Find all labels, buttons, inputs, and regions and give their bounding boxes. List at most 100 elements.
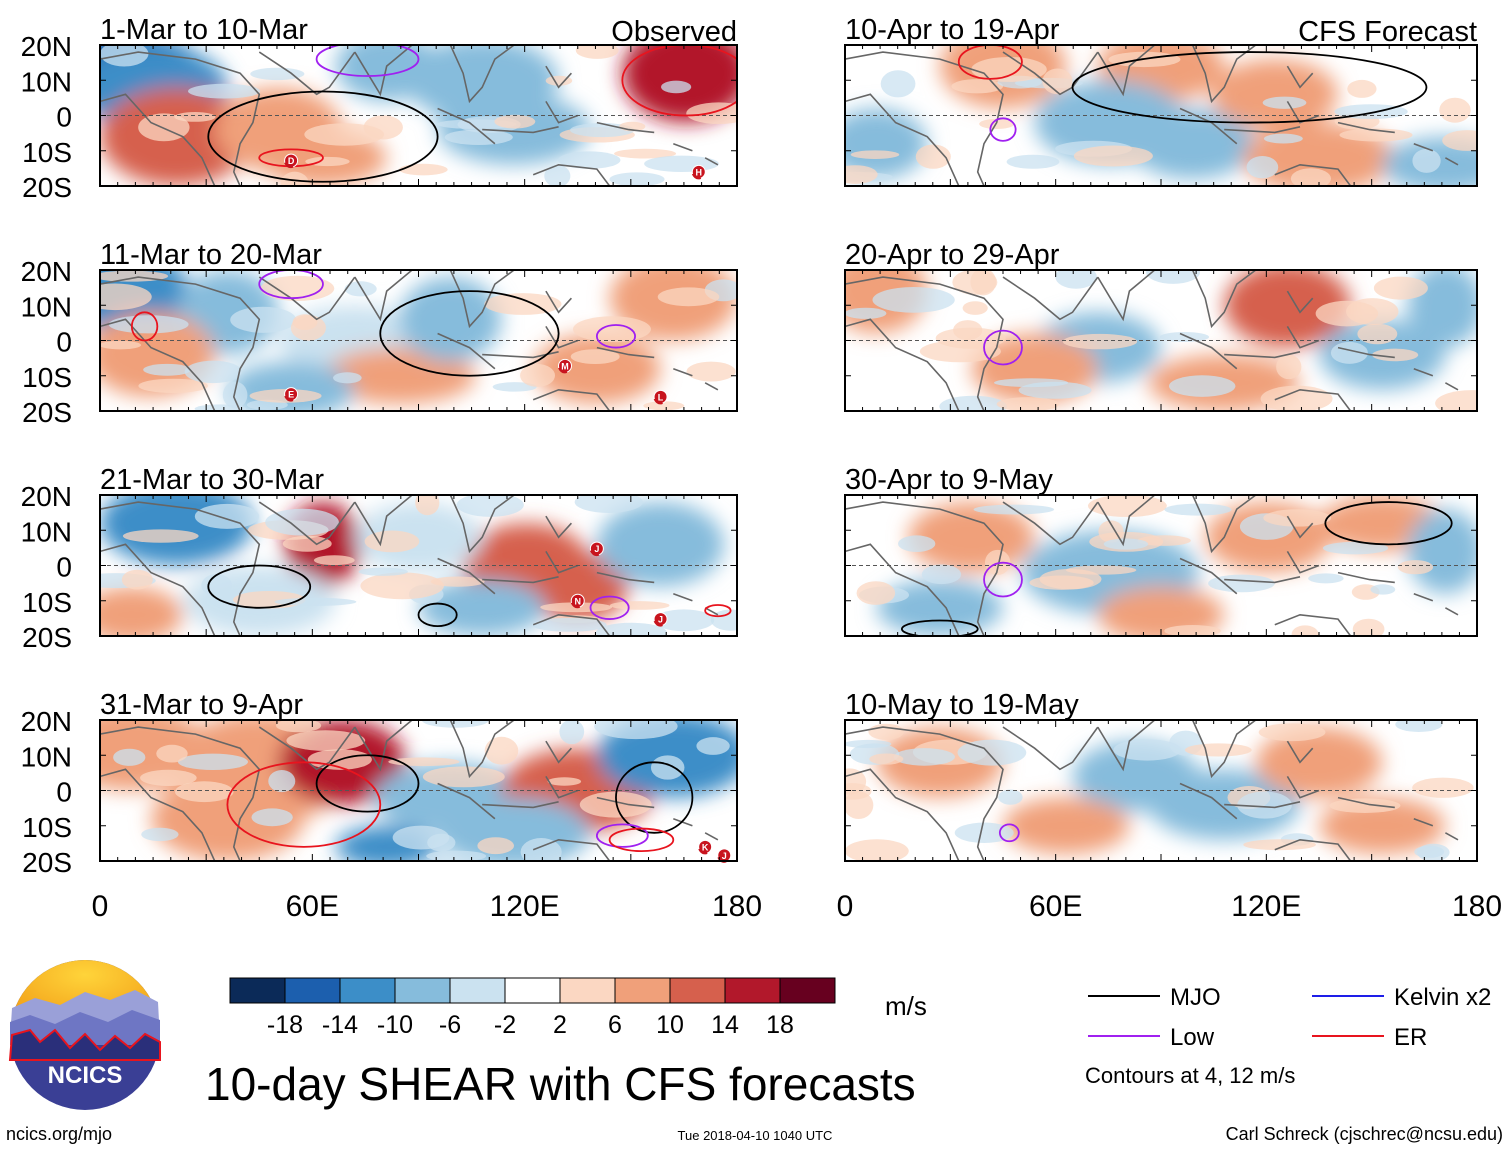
shear-anomaly [1263,509,1332,527]
shear-anomaly [957,739,1027,766]
shear-anomaly [188,83,261,99]
coastline [1286,325,1320,349]
shear-anomaly [250,67,305,81]
legend-label: ER [1394,1024,1427,1051]
shear-anomaly [1255,727,1383,798]
cyclone-label: D [288,156,295,166]
mjo-contour [615,761,694,834]
shear-anomaly [575,45,619,59]
shear-anomaly [574,495,643,513]
legend-item: Low [1088,1024,1215,1051]
shear-anomaly [392,825,450,850]
coastline [1286,740,1314,764]
colorbar-tick: -10 [377,1011,413,1039]
low-contour [998,823,1020,843]
low-contour [989,117,1017,142]
coastline [1286,290,1314,314]
coastline [1002,726,1099,771]
cyclone-label: E [288,390,294,400]
coastline [532,388,611,411]
coastline [596,121,655,134]
shear-anomaly [1407,509,1477,594]
shear-anomaly [952,270,998,295]
shear-anomaly [559,720,585,745]
coastline [1445,157,1459,166]
cyclone-marker: M [558,358,573,374]
cyclone-label: M [561,361,569,371]
coastline [437,332,496,370]
panel-title: 21-Mar to 30-Mar [100,464,324,496]
shear-anomaly [971,56,1047,82]
shear-anomaly [1146,270,1201,284]
coastlines [100,495,719,636]
cyclone-label: N [575,596,582,606]
shear-anomaly [1006,154,1060,169]
shear-anomaly [845,783,872,800]
shear-anomaly [951,79,1003,94]
lat-label: 10S [22,587,72,618]
shear-anomaly [1412,148,1441,173]
cyclone-marker: N [570,593,585,609]
shear-anomaly [1315,300,1379,327]
colorbar-tick: -14 [322,1011,358,1039]
coastline [1179,557,1238,595]
colorbar-swatch [614,977,671,1004]
shear-anomaly [364,530,420,553]
lon-label: 60E [286,890,339,923]
shear-anomaly [686,361,736,382]
shear-anomaly [996,397,1060,411]
shear-anomaly [260,275,335,302]
coastlines [100,270,719,411]
coastline [1224,351,1301,359]
low-contour [595,324,636,349]
wave-contours [983,329,1023,366]
coastline [449,270,515,329]
coastline [532,163,611,186]
shear-anomaly [360,572,444,600]
coastline [1179,782,1238,820]
coastline [1191,270,1257,329]
shear-anomaly [1276,354,1302,380]
shear-anomaly [174,112,216,122]
shear-anomaly [893,748,955,766]
footer-url[interactable]: ncics.org/mjo [6,1124,112,1144]
panel-title: 30-Apr to 9-May [845,464,1053,496]
observed-map-panel: J N J 21-Mar to 30-Mar [99,464,738,637]
forecast-panels: 10-Apr to 19-Apr CFS Forecast 20-Apr to 29… [844,14,1478,862]
panel-title: 1-Mar to 10-Mar [100,14,308,46]
lat-label: 20S [22,847,72,878]
shear-anomaly [1018,381,1092,399]
shear-anomaly [1416,843,1450,861]
shear-shading [845,45,1477,186]
shear-anomaly [572,316,651,343]
coastline [845,543,960,636]
logo-text: NCICS [48,1062,123,1089]
shear-anomaly [1352,618,1385,636]
coastline [449,45,515,104]
lat-label: 20N [21,256,72,287]
shear-anomaly [596,502,725,587]
shear-anomaly [177,753,248,771]
shear-shading [845,270,1477,411]
shear-anomaly [426,850,487,861]
coastline [845,726,1004,861]
legend-item: MJO [1088,984,1221,1011]
shear-anomaly [194,503,260,529]
coastline [596,571,655,584]
shear-anomaly [1237,791,1292,819]
shear-anomaly [444,129,513,145]
panel-title: 10-Apr to 19-Apr [845,14,1060,46]
mjo-contour [1324,501,1453,546]
coastline [704,607,719,616]
coastline [1286,775,1320,799]
observed-map-panel: K J 31-Mar to 9-Apr [99,689,738,863]
coastline [532,838,611,861]
coastline [437,782,496,820]
coastline [258,276,356,321]
shear-anomaly [100,45,149,67]
coastlines [845,270,1459,411]
shear-anomaly [998,789,1023,805]
shear-anomaly [140,769,197,786]
colorbar-tick: 2 [553,1011,567,1039]
shear-anomaly [1224,270,1351,348]
